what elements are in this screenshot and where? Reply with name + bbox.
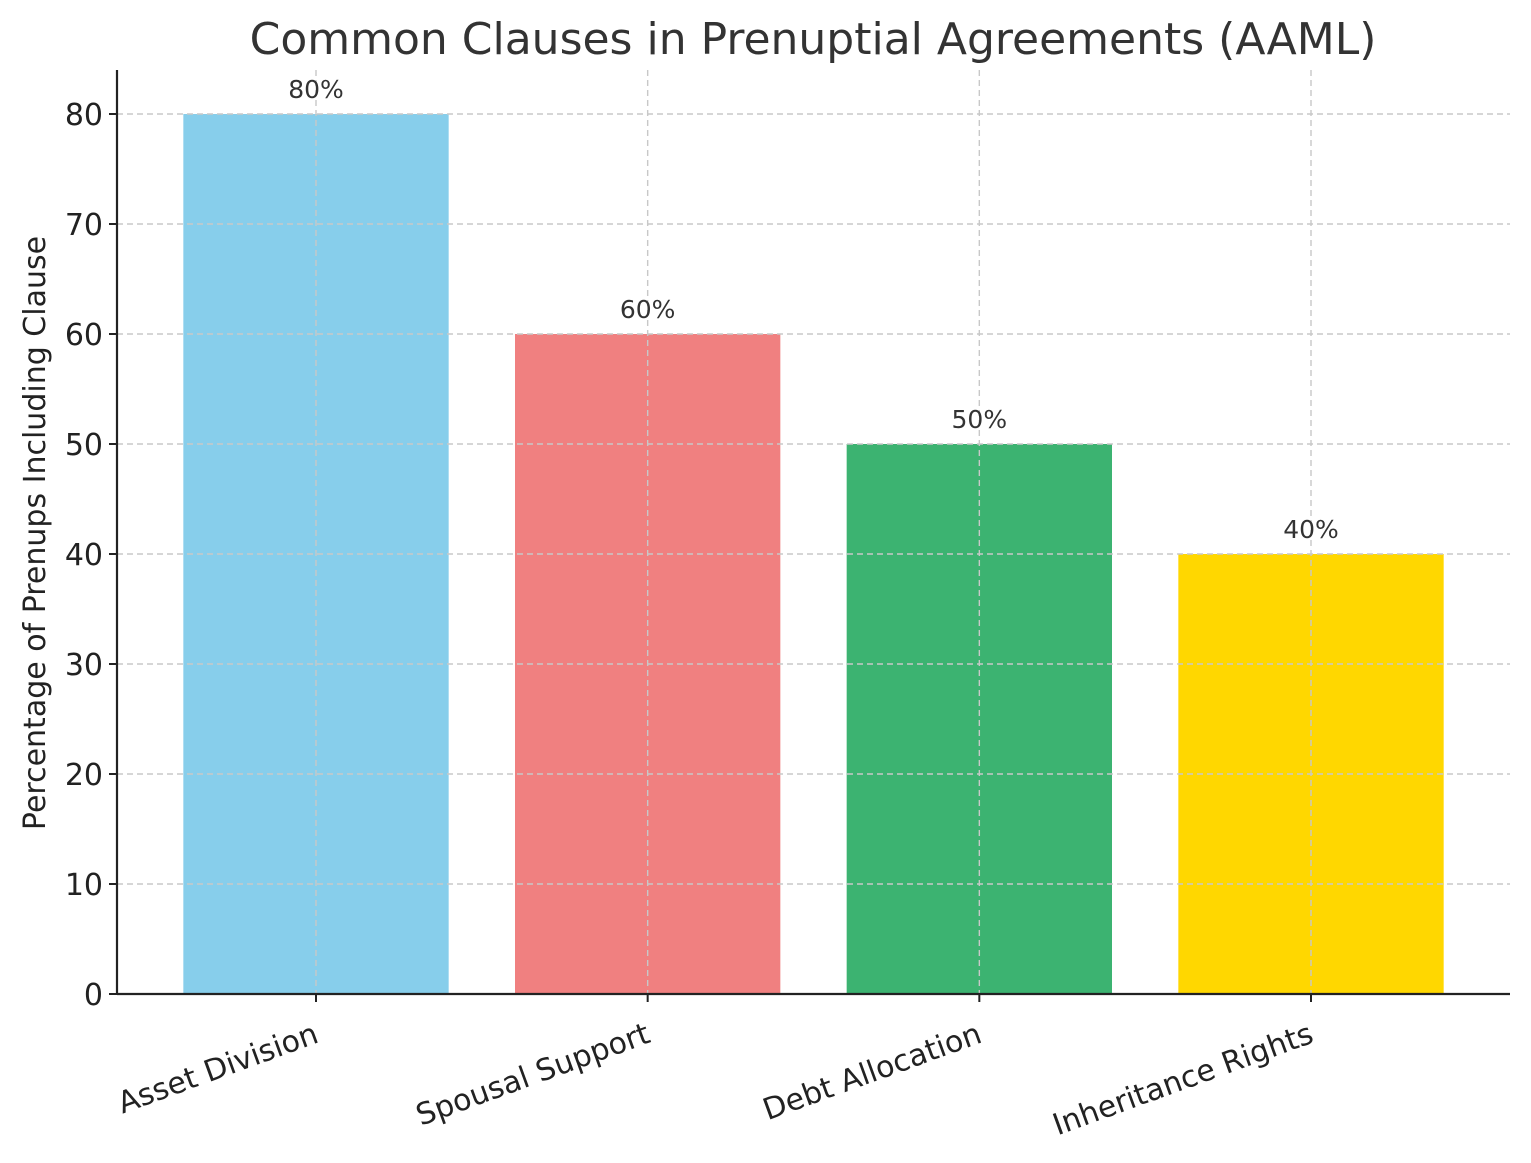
y-tick-label: 10 (65, 868, 103, 903)
y-tick-label: 40 (65, 538, 103, 573)
y-tick-label: 70 (65, 208, 103, 243)
y-tick-label: 0 (84, 978, 103, 1013)
y-tick-label: 80 (65, 98, 103, 133)
data-label: 50% (952, 405, 1008, 434)
x-tick-label: Debt Allocation (758, 1016, 986, 1127)
chart-title: Common Clauses in Prenuptial Agreements … (250, 14, 1377, 65)
x-tick-label: Asset Division (113, 1016, 323, 1121)
y-ticks: 0 10 20 30 40 50 60 70 80 (65, 98, 117, 1013)
data-label: 80% (288, 75, 344, 104)
data-label: 40% (1283, 515, 1339, 544)
x-tick-label: Inheritance Rights (1048, 1016, 1318, 1143)
y-tick-label: 30 (65, 648, 103, 683)
y-axis-label: Percentage of Prenups Including Clause (18, 236, 53, 830)
data-label: 60% (620, 295, 676, 324)
data-labels: 80% 60% 50% 40% (288, 75, 1339, 544)
y-tick-label: 20 (65, 758, 103, 793)
x-ticks: Asset Division Spousal Support Debt Alloca… (113, 994, 1318, 1143)
y-tick-label: 50 (65, 428, 103, 463)
y-tick-label: 60 (65, 318, 103, 353)
x-tick-label: Spousal Support (412, 1016, 655, 1133)
